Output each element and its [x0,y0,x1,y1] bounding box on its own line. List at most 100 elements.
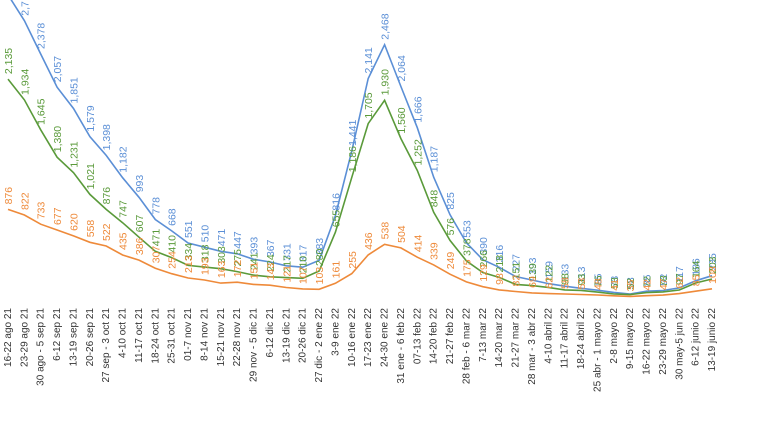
data-label: 447 [232,231,244,249]
data-label: 414 [412,234,424,252]
data-label: 339 [429,242,441,260]
data-label: 318 [199,244,211,262]
data-label: 1,021 [85,163,97,189]
data-label: 471 [216,229,228,247]
data-label: 218 [494,255,506,273]
x-tick-label: 07-13 feb 22 [412,308,423,365]
data-label: 410 [167,235,179,253]
data-label: 193 [199,257,211,275]
data-label: 876 [3,187,15,205]
series-line [7,78,713,296]
x-tick-label: 6-12 dic 21 [265,308,276,358]
x-tick-label: 21-27 feb 22 [445,308,456,365]
data-label: 1,186 [347,146,359,172]
x-tick-label: 13-19 junio 22 [707,308,718,372]
x-tick-label: 2-8 mayo 22 [609,308,620,364]
data-label: 95 [592,273,604,285]
data-label: 607 [134,215,146,233]
data-label: 1,851 [68,77,80,103]
data-label: 2,468 [380,13,392,39]
x-tick-label: 6-12 sep 21 [52,308,63,361]
data-label: 82 [511,275,523,287]
data-label: 186 [691,258,703,276]
data-label: 331 [281,243,293,261]
x-tick-label: 13-19 dic 21 [281,308,292,363]
data-label: 193 [527,257,539,275]
data-label: 1,187 [429,146,441,172]
x-tick-label: 16-22 ago 21 [3,308,14,367]
data-label: 558 [85,220,97,238]
data-label: 655 [330,210,342,228]
data-label: 235 [707,253,719,271]
data-label: 677 [52,207,64,225]
data-label: 224 [265,254,277,272]
x-tick-label: 31 ene - 6 feb 22 [396,308,407,384]
data-label: 1,645 [36,98,48,124]
data-label: 378 [461,238,473,256]
data-label: 1,380 [52,126,64,152]
x-tick-label: 15-21 nov 21 [216,308,227,367]
data-label: 1,231 [68,141,80,167]
data-label: 227 [511,254,523,272]
data-label: 69 [527,276,539,288]
data-label: 76 [592,275,604,287]
data-label: 876 [101,187,113,205]
x-tick-label: 20-26 sep 21 [85,308,96,367]
data-label: 98 [560,273,572,285]
data-label: 78 [658,275,670,287]
x-tick-label: 20-26 dic 21 [298,308,309,363]
data-label: 316 [494,245,506,263]
data-label: 2,378 [36,23,48,49]
data-label: 164 [691,260,703,278]
data-label: 553 [461,220,473,238]
x-tick-label: 9-15 mayo 22 [625,308,636,370]
data-label: 35 [625,280,637,292]
x-tick-label: 18-24 oct 21 [150,308,161,364]
x-tick-label: 28 feb - 6 mar 22 [461,308,472,385]
data-label: 522 [101,223,113,241]
data-label: 107 [298,266,310,284]
data-label: 98 [494,273,506,285]
data-label: 203 [707,256,719,274]
data-label: 241 [249,252,261,270]
data-label: 367 [265,239,277,257]
data-label: 254 [167,251,179,269]
x-tick-label: 23-29 ago 21 [19,308,30,367]
data-label: 576 [445,218,457,236]
data-label: 161 [330,261,342,279]
data-label: 747 [118,200,130,218]
data-label: 85 [691,274,703,286]
data-label: 58 [560,277,572,289]
data-label: 993 [134,175,146,193]
data-label: 249 [445,252,457,270]
data-label: 103 [314,267,326,285]
series-line [10,0,713,295]
x-tick-label: 11-17 oct 21 [134,308,145,363]
data-label: 93 [576,274,588,286]
x-tick-label: 27 sep - 3 oct 21 [101,308,112,383]
x-tick-label: 24-30 ene 22 [380,308,391,367]
data-label: 1,182 [118,146,130,172]
x-tick-label: 14-20 mar 22 [494,308,505,368]
x-tick-label: 22-28 nov 21 [232,308,243,367]
data-label: 383 [314,238,326,256]
data-label: 151 [511,262,523,280]
data-label: 390 [478,237,490,255]
series-line [7,208,713,298]
data-label: 52 [625,278,637,290]
data-label: 1,705 [363,92,375,118]
data-label: 163 [216,260,228,278]
data-label: 41 [609,279,621,291]
data-label: 436 [363,232,375,250]
data-label: 47 [658,278,670,290]
data-label: 551 [183,220,195,238]
data-label: 778 [150,197,162,215]
x-tick-label: 30 may-5 jun 22 [674,308,685,380]
data-label: 1,930 [380,69,392,95]
x-tick-label: 21-27 mar 22 [511,308,522,368]
x-tick-label: 4-10 abril 22 [543,308,554,364]
data-label: 2,064 [396,55,408,81]
x-tick-label: 7-13 mar 22 [478,308,489,362]
data-label: 255 [347,251,359,269]
